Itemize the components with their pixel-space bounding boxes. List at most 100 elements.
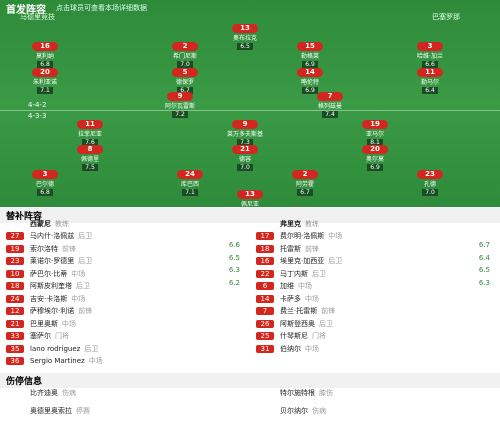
sub-pos: 后卫 [312,269,326,278]
player[interactable]: 24 库巴西 7.1 [150,170,230,196]
sub-number: 12 [6,307,24,315]
sub-row[interactable]: 17 费尔明·洛佩斯 中场 6.7 [256,231,496,249]
player[interactable]: 8 佩德里 7.5 [50,145,130,171]
player-number: 2 [292,170,318,179]
sub-name: 塞萨尔 [30,332,51,340]
player[interactable]: 11 勒马尔 6.4 [390,68,470,94]
sub-number: 27 [6,232,24,240]
player-name: 佩德里 [80,156,99,163]
player-number: 13 [232,24,258,33]
sub-number: 25 [256,332,274,340]
injury-name: 奥德里奥索拉 [30,407,72,415]
sub-number: 7 [256,307,274,315]
sub-row[interactable]: 18 阿斯皮利奎塔 后卫 [6,281,246,293]
player[interactable]: 20 朱利亚诺 7.1 [5,68,85,94]
player[interactable]: 15 勒格莱 6.9 [270,42,350,68]
sub-rating: 6.2 [228,278,240,287]
injury-name: 贝尔纳尔 [280,407,308,415]
player-rating: 6.6 [422,61,438,68]
player-number: 7 [317,92,343,101]
sub-rating: 6.6 [228,241,240,249]
player-name: 朱利亚诺 [32,79,57,86]
sub-number: 19 [6,244,24,253]
injuries-title: 伤停信息 [0,373,500,388]
sub-row[interactable]: 25 什琴斯尼 门将 [256,331,496,343]
player-rating: 7.0 [237,164,253,171]
player[interactable]: 20 奥尔莫 6.9 [335,145,415,171]
title: 首发阵容 [6,5,46,16]
sub-row[interactable]: 22 马丁内斯 后卫 6.3 [256,269,496,287]
sub-pos: 中场 [62,319,76,328]
sub-rating: 6.5 [478,266,490,274]
sub-row[interactable]: 33 塞萨尔 门将 [6,331,246,343]
sub-name: 卡萨多 [280,294,301,303]
sub-number: 35 [6,344,24,353]
sub-row[interactable]: 21 巴里奥斯 中场 [6,319,246,331]
player[interactable]: 19 亚马尔 8.1 [335,120,415,146]
sub-row[interactable]: 10 萨巴尔·比蒂 中场 6.2 [6,269,246,287]
player-name: 莱万多夫斯基 [226,131,263,138]
sub-row[interactable]: 7 费兰·托雷斯 前锋 [256,306,496,318]
player-number: 3 [32,170,58,179]
player-number: 14 [297,68,323,77]
away-team: 巴塞罗那 [432,13,460,21]
player[interactable]: 2 阿劳霍 6.7 [265,170,345,196]
sub-row[interactable]: 26 阿斯登西奥 后卫 [256,319,496,331]
player-number: 2 [172,42,198,51]
player[interactable]: 23 孔德 7.0 [390,170,470,196]
home-team: 马德里竞技 [20,13,55,21]
sub-row[interactable]: 24 吉安·卡洛斯 中场 [6,294,246,306]
player[interactable]: 14 略伦特 6.9 [270,68,350,94]
player[interactable]: 9 阿尔瓦雷斯 7.2 [140,92,220,118]
player[interactable]: 13 奥布拉克 6.5 [205,24,285,50]
player-number: 13 [237,190,263,199]
coach-label: 教练 [55,220,69,228]
injury-name: 特尔施特根 [280,389,315,397]
sub-name: 费兰·托雷斯 [280,307,318,315]
sub-row[interactable]: 19 索尔洛特 前锋 6.5 [6,244,246,262]
sub-row[interactable]: 27 马内什·洛佩兹 后卫 6.6 [6,231,246,249]
sub-row[interactable]: 36 Sergio Martinez 中场 [6,356,246,368]
coach-row: 西蒙尼 教练 [6,219,246,231]
player-number: 24 [177,170,203,179]
coach-name: 弗里克 [280,220,301,228]
player[interactable]: 3 哈维·加兰 6.6 [390,42,470,68]
player[interactable]: 2 希门尼斯 7.0 [145,42,225,68]
halfway-line [0,110,500,111]
sub-row[interactable]: 16 埃里克·加西亚 后卫 6.5 [256,256,496,274]
player-rating: 7.6 [82,139,98,146]
player-name: 勒格莱 [300,53,319,60]
sub-number: 14 [256,294,274,303]
player-rating: 7.5 [82,164,98,171]
sub-pos: 后卫 [76,282,90,290]
player[interactable]: 9 莱万多夫斯基 7.3 [205,120,285,146]
sub-row[interactable]: 35 lano rodriguez 后卫 [6,344,246,356]
sub-pos: 中场 [305,344,319,353]
player[interactable]: 7 格列兹曼 7.4 [290,92,370,118]
sub-name: 阿斯皮利奎塔 [30,282,72,290]
player-name: 阿劳霍 [295,181,314,188]
player[interactable]: 16 莫利纳 6.8 [5,42,85,68]
sub-row[interactable]: 14 卡萨多 中场 [256,294,496,306]
sub-name: 索尔洛特 [30,244,58,253]
player-number: 8 [77,145,103,154]
subtitle: 点击球员可查看本场详细数据 [56,4,147,12]
sub-pos: 中场 [88,357,103,365]
sub-row[interactable]: 12 萨穆埃尔·利诺 前锋 [6,306,246,318]
player-name: 格列兹曼 [317,103,342,110]
player[interactable]: 21 德容 7.0 [205,145,285,171]
sub-row[interactable]: 23 莱诺尔·罗德里 后卫 6.3 [6,256,246,274]
player[interactable]: 3 巴尔德 6.8 [5,170,85,196]
player[interactable]: 11 拉菲尼亚 7.6 [50,120,130,146]
sub-row[interactable]: 31 伯纳尔 中场 [256,344,496,356]
player[interactable]: 5 德保罗 6.7 [145,68,225,94]
sub-number: 22 [256,269,274,278]
player-name: 佩尼亚 [240,201,259,208]
sub-number: 23 [6,257,24,265]
player-name: 库巴西 [180,181,199,188]
sub-row[interactable]: 18 托雷斯 前锋 6.4 [256,244,496,262]
sub-name: 加维 [280,282,294,290]
sub-name: 莱诺尔·罗德里 [30,257,75,265]
sub-row[interactable]: 6 加维 中场 [256,281,496,293]
coach-label: 教练 [305,220,319,228]
